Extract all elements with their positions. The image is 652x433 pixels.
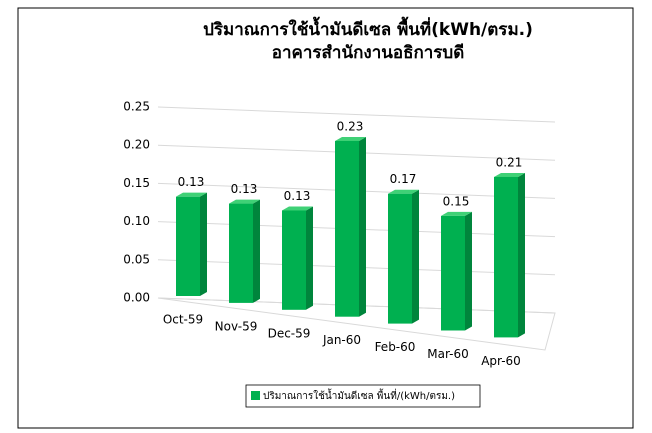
data-label: 0.21 — [496, 155, 523, 169]
data-label: 0.13 — [231, 182, 258, 196]
data-label: 0.23 — [337, 119, 364, 133]
y-tick-label: 0.00 — [123, 291, 150, 305]
bar — [282, 206, 313, 310]
bar-face — [335, 136, 366, 141]
legend-swatch — [251, 391, 260, 400]
legend-box — [245, 384, 481, 408]
bar-face — [306, 206, 313, 310]
bar — [229, 199, 260, 303]
chart-title: ปริมาณการใช้น้ำมันดีเซล พื้นที่(kWh/ตรม.… — [203, 16, 533, 40]
x-tick-label: Mar-60 — [427, 347, 468, 361]
bar-face — [282, 206, 313, 211]
bar-face — [200, 192, 207, 296]
data-label: 0.15 — [443, 194, 470, 208]
bar-face — [253, 199, 260, 303]
data-label: 0.13 — [284, 189, 311, 203]
data-label: 0.13 — [178, 175, 205, 189]
bar-face — [176, 192, 207, 197]
bar-face — [388, 189, 419, 194]
x-tick-label: Apr-60 — [481, 354, 521, 368]
bar — [176, 192, 207, 296]
x-tick-label: Dec-59 — [268, 326, 311, 340]
x-tick-label: Nov-59 — [215, 319, 258, 333]
legend-label: ปริมาณการใช้น้ำมันดีเซล พื้นที่/(kWh/ตรม… — [263, 388, 455, 402]
x-tick-label: Oct-59 — [163, 313, 203, 327]
bar-face — [465, 211, 472, 331]
bar-face — [441, 215, 465, 331]
bar-face — [518, 172, 525, 338]
bar-face — [282, 210, 306, 310]
y-tick-label: 0.20 — [123, 138, 150, 152]
bar — [494, 172, 525, 338]
grid-line — [157, 106, 556, 123]
bar-face — [176, 196, 200, 296]
bar-face — [494, 176, 518, 338]
bar-face — [229, 199, 260, 204]
chart-frame — [17, 7, 634, 429]
bar-face — [494, 172, 525, 177]
bar-face — [412, 189, 419, 324]
y-tick-label: 0.25 — [123, 100, 150, 114]
y-tick-label: 0.15 — [123, 176, 150, 190]
bar-face — [388, 193, 412, 324]
bar-face — [335, 140, 359, 317]
bar-face — [441, 211, 472, 216]
x-tick-label: Jan-60 — [322, 333, 361, 347]
bar-face — [229, 203, 253, 303]
bar — [441, 211, 472, 331]
bar — [335, 136, 366, 317]
bar-face — [359, 136, 366, 317]
x-tick-label: Feb-60 — [375, 340, 416, 354]
bar — [388, 189, 419, 324]
y-tick-label: 0.05 — [123, 252, 150, 266]
y-tick-label: 0.10 — [123, 214, 150, 228]
chart-subtitle: อาคารสำนักงานอธิการบดี — [272, 42, 465, 63]
data-label: 0.17 — [390, 172, 417, 186]
